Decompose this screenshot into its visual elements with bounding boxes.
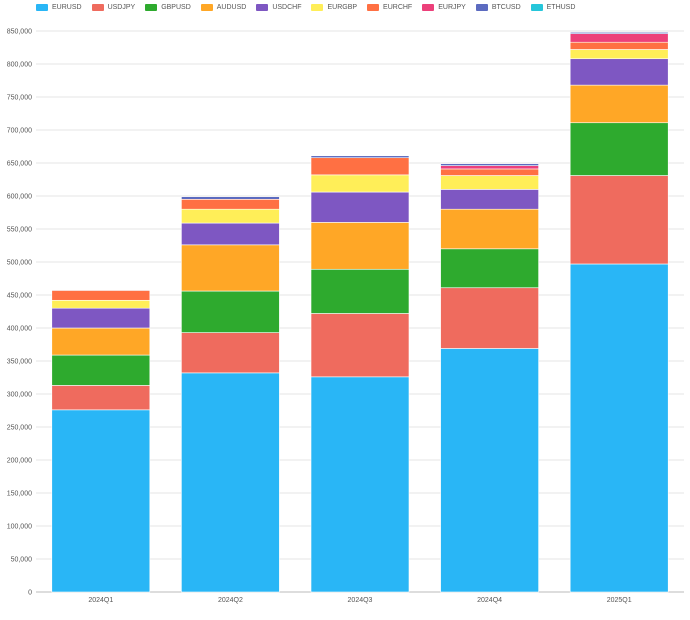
bar-segment-gbpusd [569,122,669,176]
legend-label: USDCHF [272,4,302,11]
bar-segment-btcusd [310,155,410,159]
bar-segment-eurchf [569,41,669,50]
bar-segment-eurusd [440,348,539,593]
x-tick-label: 2024Q3 [348,597,373,604]
legend-item-usdjpy[interactable]: USDJPY [91,4,136,11]
y-tick-label: 650,000 [7,161,32,168]
legend-label: ETHUSD [546,4,576,11]
bar-segment-gbpusd [181,290,280,333]
x-tick-label: 2025Q1 [607,597,632,604]
y-tick-label: 500,000 [7,260,32,267]
legend-swatch [475,4,488,11]
bar-segment-eurusd [51,409,151,593]
bar-segment-audusd [569,84,669,124]
bar-segment-audusd [310,222,410,270]
bar-segment-btcusd [440,163,539,166]
bar-segment-audusd [440,208,539,250]
y-tick-label: 300,000 [7,392,32,399]
legend-label: USDJPY [107,4,136,11]
legend-item-eurusd[interactable]: EURUSD [36,4,82,11]
bar-segment-eurusd [310,376,410,593]
y-tick-label: 0 [28,590,32,597]
bar-segment-gbpusd [310,268,410,314]
bar-segment-gbpusd [440,248,539,289]
legend-item-btcusd[interactable]: BTCUSD [475,4,521,11]
y-tick-label: 450,000 [7,293,32,300]
legend-swatch [311,4,324,11]
bar-segment-eurchf [440,168,539,176]
bar-segment-usdchf [181,222,280,246]
bar-segment-eurgbp [440,175,539,190]
bar-segment-eurusd [569,263,669,593]
legend-item-eurjpy[interactable]: EURJPY [422,4,466,11]
bar-segment-eurgbp [310,174,410,193]
legend-label: EURUSD [52,4,82,11]
bar-segment-eurchf [181,199,280,210]
bar-segment-eurusd [181,372,280,593]
bar-segment-btcusd [51,289,151,291]
y-tick-label: 800,000 [7,62,32,69]
chart-legend: EURUSD USDJPY GBPUSD AUDUSD USDCHF EURGBP EURC… [36,4,585,11]
legend-label: AUDUSD [216,4,247,11]
bar-segment-usdchf [51,307,151,329]
legend-label: EURCHF [383,4,413,11]
bar-segment-usdchf [440,189,539,210]
bar-segment-usdjpy [569,175,669,265]
bar-segment-audusd [51,327,151,356]
bar-segment-eurjpy [440,165,539,170]
y-tick-label: 600,000 [7,194,32,201]
legend-swatch [256,4,269,11]
bar-segment-btcusd [569,32,669,34]
legend-item-audusd[interactable]: AUDUSD [200,4,247,11]
legend-swatch [145,4,158,11]
bar-segment-eurgbp [51,299,151,309]
legend-item-eurgbp[interactable]: EURGBP [311,4,357,11]
bar-segment-usdjpy [51,385,151,411]
y-tick-label: 150,000 [7,491,32,498]
legend-swatch [200,4,213,11]
x-tick-label: 2024Q1 [88,597,113,604]
legend-swatch [367,4,380,11]
bar-segment-usdjpy [181,332,280,374]
legend-label: EURGBP [327,4,358,11]
legend-label: EURJPY [438,4,466,11]
legend-label: GBPUSD [161,4,191,11]
bar-segment-eurgbp [181,208,280,224]
legend-item-gbpusd[interactable]: GBPUSD [145,4,191,11]
y-tick-label: 550,000 [7,227,32,234]
y-tick-label: 250,000 [7,425,32,432]
bar-segment-gbpusd [51,354,151,386]
bar-segment-eurjpy [569,33,669,43]
legend-swatch [422,4,435,11]
bar-segment-eurchf [310,157,410,176]
legend-item-ethusd[interactable]: ETHUSD [530,4,576,11]
y-tick-label: 200,000 [7,458,32,465]
legend-item-eurchf[interactable]: EURCHF [367,4,412,11]
bar-segment-usdjpy [310,313,410,378]
bar-segment-btcusd [181,196,280,200]
y-tick-label: 400,000 [7,326,32,333]
x-tick-label: 2024Q4 [477,597,502,604]
legend-label: BTCUSD [491,4,521,11]
legend-item-usdchf[interactable]: USDCHF [256,4,301,11]
y-tick-label: 100,000 [7,524,32,531]
bar-segment-eurchf [51,290,151,301]
y-tick-label: 350,000 [7,359,32,366]
bar-segment-usdchf [310,191,410,223]
bar-segment-usdjpy [440,287,539,349]
legend-swatch [530,4,543,11]
legend-swatch [36,4,48,11]
y-tick-label: 700,000 [7,128,32,135]
y-tick-label: 750,000 [7,95,32,102]
bar-segment-usdchf [569,58,669,86]
bar-segment-eurgbp [569,49,669,60]
x-tick-label: 2024Q2 [218,597,243,604]
legend-swatch [91,4,104,11]
y-tick-label: 850,000 [7,29,32,36]
bar-segment-audusd [181,244,280,292]
y-tick-label: 50,000 [11,557,33,564]
